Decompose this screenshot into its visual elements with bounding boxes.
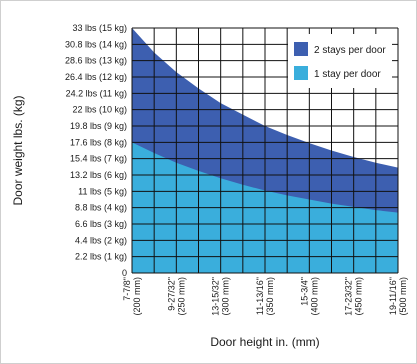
legend: 2 stays per door 1 stay per door: [288, 34, 392, 88]
x-tick-mm: (300 mm): [221, 277, 231, 316]
y-tick-label: 4.4 lbs (2 kg): [75, 235, 127, 245]
y-tick-label: 11 lbs (5 kg): [78, 186, 127, 196]
y-tick-label: 6.6 lbs (3 kg): [75, 219, 127, 229]
y-tick-labels: 0 2.2 lbs (1 kg) 4.4 lbs (2 kg) 6.6 lbs (3 …: [65, 23, 127, 278]
x-tick-label: 15-3/4" (400 mm): [299, 277, 319, 316]
x-tick-label: 9-27/32" (250 mm): [166, 277, 186, 316]
x-tick-mm: (350 mm): [265, 277, 275, 316]
x-tick-mm: (250 mm): [176, 277, 186, 316]
x-tick-label: 7-7/8" (200 mm): [122, 277, 142, 316]
legend-label-2: 1 stay per door: [314, 69, 381, 80]
legend-swatch-1: [294, 42, 308, 56]
grid-layer: [131, 27, 399, 274]
x-tick-inches: 19-11/16": [388, 277, 398, 315]
x-tick-inches: 17-23/32": [344, 277, 354, 316]
legend-swatch-2: [294, 66, 308, 80]
x-tick-labels: 7-7/8" (200 mm) 9-27/32" (250 mm) 13-15/32"(…: [122, 277, 408, 316]
y-tick-label: 2.2 lbs (1 kg): [75, 252, 127, 262]
x-tick-mm: (450 mm): [354, 277, 364, 316]
x-tick-inches: 7-7/8": [122, 277, 132, 301]
x-tick-mm: (500 mm): [398, 277, 408, 316]
x-tick-label: 13-15/32" (300 mm): [211, 277, 231, 316]
legend-label-1: 2 stays per door: [314, 45, 386, 56]
x-tick-mm: (400 mm): [309, 277, 319, 316]
y-tick-label: 8.8 lbs (4 kg): [75, 203, 127, 213]
x-tick-inches: 11-13/16": [255, 277, 265, 315]
y-tick-label: 28.6 lbs (13 kg): [65, 56, 127, 66]
y-tick-label: 17.6 lbs (8 kg): [70, 137, 127, 147]
x-axis-title: Door height in. (mm): [210, 335, 319, 349]
x-tick-mm: (200 mm): [132, 277, 142, 316]
x-tick-label: 11-13/16" (350 mm): [255, 277, 275, 316]
x-tick-inches: 13-15/32": [211, 277, 221, 316]
x-tick-inches: 15-3/4": [299, 277, 309, 306]
x-tick-label: 17-23/32" (450 mm): [344, 277, 364, 316]
x-tick-inches: 9-27/32": [166, 277, 176, 311]
y-tick-label: 0: [122, 268, 127, 278]
y-tick-label: 15.4 lbs (7 kg): [70, 154, 127, 164]
y-axis-title: Door weight lbs. (kg): [11, 95, 25, 205]
y-tick-label: 26.4 lbs (12 kg): [65, 72, 127, 82]
x-tick-label: 19-11/16" (500 mm): [388, 277, 408, 316]
y-tick-label: 33 lbs (15 kg): [72, 23, 127, 33]
y-tick-label: 30.8 lbs (14 kg): [65, 39, 127, 49]
y-tick-label: 19.8 lbs (9 kg): [70, 121, 127, 131]
y-tick-label: 24.2 lbs (11 kg): [66, 88, 127, 98]
y-tick-label: 13.2 lbs (6 kg): [70, 170, 127, 180]
y-tick-label: 22 lbs (10 kg): [72, 105, 127, 115]
